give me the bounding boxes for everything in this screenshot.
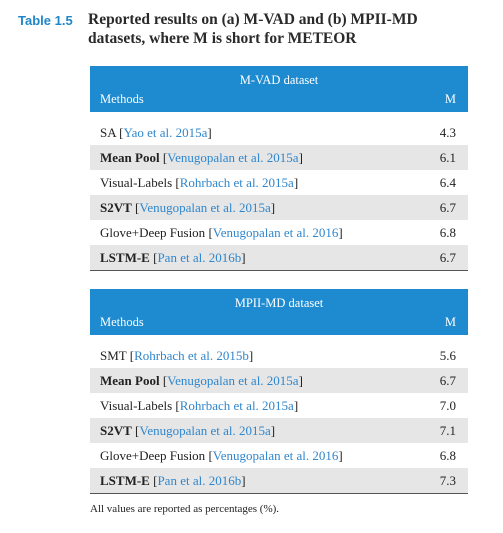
caption-title: Reported results on (a) M-VAD and (b) MP…	[88, 10, 418, 48]
method-name: Mean Pool	[100, 150, 160, 165]
citation: Pan et al. 2016b	[157, 473, 242, 488]
table-header: MPII-MD dataset Methods M	[90, 289, 468, 335]
metric-value: 7.3	[439, 473, 456, 488]
title-line: Reported results on (a) M-VAD and (b) MP…	[88, 11, 418, 28]
metric-value: 6.1	[439, 150, 456, 165]
table-row: S2VT [Venugopalan et al. 2015a] 6.7	[90, 195, 468, 220]
table: M-VAD dataset Methods M SA [Yao et al. 2015…	[90, 66, 468, 271]
metric-value: 4.3	[439, 125, 456, 140]
citation: Venugopalan et al. 2016	[212, 448, 339, 463]
method-cell: LSTM-E [Pan et al. 2016b]	[100, 250, 246, 265]
dataset-name: MPII-MD dataset	[234, 296, 324, 310]
table-row: Mean Pool [Venugopalan et al. 2015a] 6.1	[90, 145, 468, 170]
metric-value: 7.0	[439, 398, 456, 413]
caption-label: Table 1.5	[18, 13, 73, 28]
method-name: Mean Pool	[100, 373, 160, 388]
table-row: LSTM-E [Pan et al. 2016b] 6.7	[90, 245, 468, 270]
table-header: M-VAD dataset Methods M	[90, 66, 468, 112]
method-name: SA	[100, 125, 116, 140]
method-name: Visual-Labels	[100, 398, 173, 413]
citation: Venugopalan et al. 2015a	[167, 150, 299, 165]
table-body: SA [Yao et al. 2015a] 4.3 Mean Pool [Venug…	[90, 120, 468, 271]
citation: Pan et al. 2016b	[157, 250, 242, 265]
metric-value: 6.7	[439, 250, 456, 265]
method-name: Glove+Deep Fusion	[100, 448, 206, 463]
table-row: SMT [Rohrbach et al. 2015b] 5.6	[90, 343, 468, 368]
method-cell: Glove+Deep Fusion [Venugopalan et al. 20…	[100, 225, 343, 240]
method-cell: Visual-Labels [Rohrbach et al. 2015a]	[100, 398, 299, 413]
method-name: Glove+Deep Fusion	[100, 225, 206, 240]
metric-value: 6.8	[439, 448, 456, 463]
method-name: LSTM-E	[100, 473, 150, 488]
dataset-name: M-VAD dataset	[239, 73, 319, 87]
method-name: SMT	[100, 348, 127, 363]
method-cell: Mean Pool [Venugopalan et al. 2015a]	[100, 150, 303, 165]
table-row: Mean Pool [Venugopalan et al. 2015a] 6.7	[90, 368, 468, 393]
table-row: S2VT [Venugopalan et al. 2015a] 7.1	[90, 418, 468, 443]
table: MPII-MD dataset Methods M SMT [Rohrbach et …	[90, 289, 468, 494]
method-cell: LSTM-E [Pan et al. 2016b]	[100, 473, 246, 488]
title-line: datasets, where M is short for METEOR	[88, 30, 357, 47]
method-cell: Glove+Deep Fusion [Venugopalan et al. 20…	[100, 448, 343, 463]
column-header: M	[444, 92, 456, 106]
table-row: SA [Yao et al. 2015a] 4.3	[90, 120, 468, 145]
method-cell: SA [Yao et al. 2015a]	[100, 125, 212, 140]
citation: Yao et al. 2015a	[123, 125, 208, 140]
method-cell: SMT [Rohrbach et al. 2015b]	[100, 348, 254, 363]
table-row: Visual-Labels [Rohrbach et al. 2015a] 7.0	[90, 393, 468, 418]
method-name: Visual-Labels	[100, 175, 173, 190]
metric-value: 6.8	[439, 225, 456, 240]
table-row: Visual-Labels [Rohrbach et al. 2015a] 6.4	[90, 170, 468, 195]
method-cell: S2VT [Venugopalan et al. 2015a]	[100, 200, 276, 215]
metric-value: 6.4	[439, 175, 456, 190]
metric-value: 7.1	[439, 423, 456, 438]
table-row: Glove+Deep Fusion [Venugopalan et al. 20…	[90, 220, 468, 245]
column-header: M	[444, 315, 456, 329]
table-row: LSTM-E [Pan et al. 2016b] 7.3	[90, 468, 468, 493]
citation: Venugopalan et al. 2016	[212, 225, 339, 240]
column-header: Methods	[100, 92, 144, 106]
note: All values are reported as percentages (…	[90, 503, 280, 515]
method-cell: S2VT [Venugopalan et al. 2015a]	[100, 423, 276, 438]
citation: Venugopalan et al. 2015a	[167, 373, 299, 388]
metric-value: 5.6	[439, 348, 456, 363]
method-name: S2VT	[100, 423, 132, 438]
citation: Rohrbach et al. 2015a	[179, 398, 294, 413]
method-name: S2VT	[100, 200, 132, 215]
table-row: Glove+Deep Fusion [Venugopalan et al. 20…	[90, 443, 468, 468]
citation: Rohrbach et al. 2015a	[179, 175, 294, 190]
method-cell: Mean Pool [Venugopalan et al. 2015a]	[100, 373, 303, 388]
column-header: Methods	[100, 315, 144, 329]
method-name: LSTM-E	[100, 250, 150, 265]
citation: Rohrbach et al. 2015b	[134, 348, 249, 363]
citation: Venugopalan et al. 2015a	[139, 200, 271, 215]
method-cell: Visual-Labels [Rohrbach et al. 2015a]	[100, 175, 299, 190]
citation: Venugopalan et al. 2015a	[139, 423, 271, 438]
metric-value: 6.7	[439, 373, 456, 388]
table-body: SMT [Rohrbach et al. 2015b] 5.6 Mean Pool …	[90, 343, 468, 494]
metric-value: 6.7	[439, 200, 456, 215]
